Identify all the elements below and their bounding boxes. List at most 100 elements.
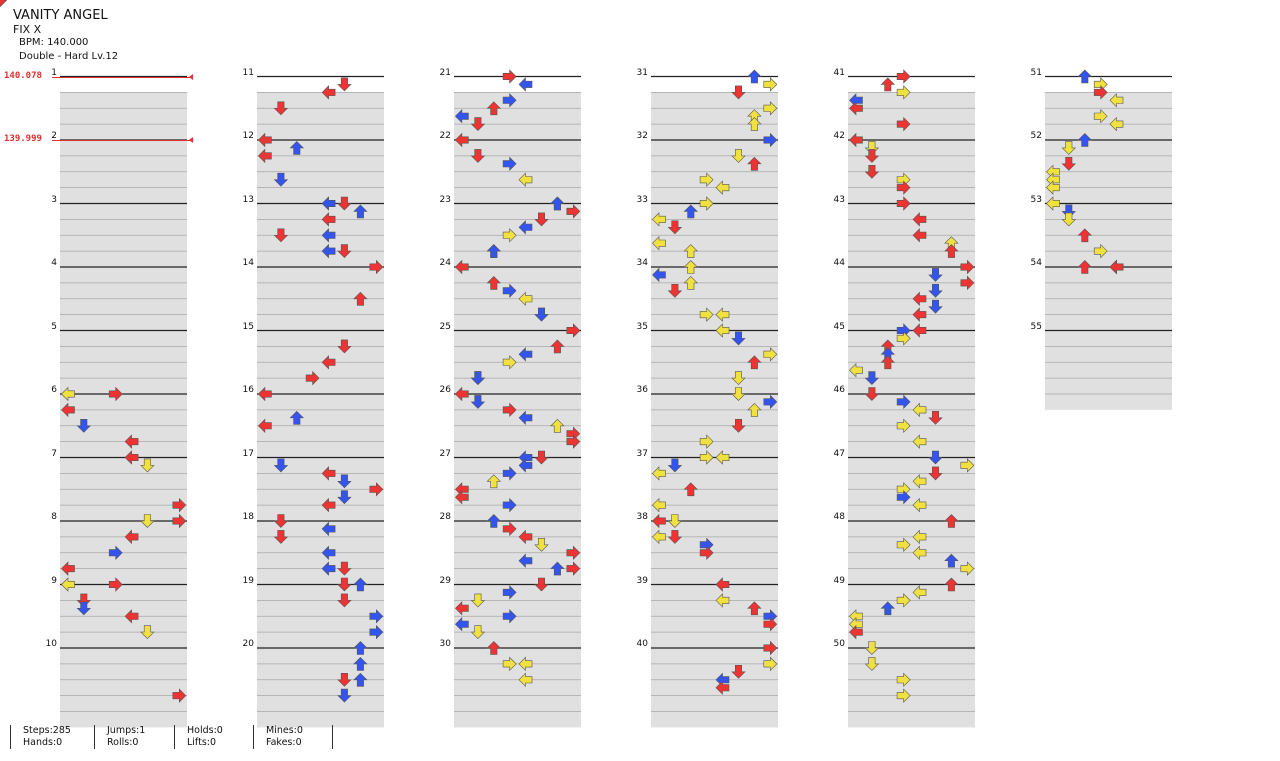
measure-beat-shade [848,409,975,426]
measure-block [60,456,187,537]
measure-beat-shade [257,473,384,490]
measure-beat-shade [651,616,778,633]
arrow-note-up-icon [486,514,502,528]
arrow-note-left-icon [912,323,927,338]
arrow-note-left-icon [715,680,730,695]
arrow-note-left-icon [715,593,730,608]
arrow-note-left-icon [912,307,927,322]
arrow-note-right-icon [369,482,384,497]
arrow-note-left-icon [715,577,730,592]
measure-number: 33 [636,194,648,205]
arrow-note-right-icon [699,545,714,561]
arrow-note-down-icon [864,149,880,163]
measure-beat-shade [454,108,581,125]
arrow-note-up-icon [747,355,762,370]
measure-beat-shade [60,473,187,490]
arrow-note-left-icon [715,307,730,322]
arrow-note-down-icon [667,514,683,528]
measure-beat-shade [60,394,187,410]
arrow-note-up-icon [550,196,565,211]
measure-beat-shade [60,298,187,315]
measure-block [60,520,187,601]
arrow-note-left-icon [454,132,469,148]
measure-number: 14 [242,258,254,268]
measure-beat-shade [257,536,384,553]
measure-beat-shade [454,187,581,204]
arrow-note-left-icon [849,101,863,116]
measure-beat-shade [257,505,384,522]
measure-block [651,456,778,537]
measure-beat-shade [651,505,778,522]
arrow-note-left-icon [912,529,927,545]
arrow-note-left-icon [912,585,927,600]
stats-mines-fakes: Mines:0 Fakes:0 [253,725,303,749]
arrow-note-up-icon [1077,69,1093,84]
measure-beat-shade [257,267,384,283]
measure-block [848,393,975,474]
arrow-note-left-icon [321,521,336,537]
measure-block [454,456,581,537]
arrow-note-right-icon [502,466,517,481]
arrow-note-up-icon [550,339,565,354]
measure-number: 43 [833,194,845,205]
measure-beat-shade [454,425,581,442]
measure-beat-shade [651,378,778,395]
measure-beat-shade [1045,171,1172,188]
measure-beat-shade [651,536,778,553]
measure-number: 13 [242,194,254,205]
arrow-note-down-icon [928,450,943,465]
arrow-note-right-icon [502,609,517,624]
arrow-note-up-icon [1077,228,1093,243]
measure-beat-shade [651,140,778,156]
measure-beat-shade [651,679,778,696]
arrow-note-left-icon [124,450,139,465]
arrow-note-left-icon [61,561,75,576]
arrow-note-down-icon [731,85,746,100]
arrow-note-left-icon [1109,259,1124,275]
measure-beat-shade [651,187,778,204]
arrow-note-left-icon [912,545,927,561]
measure-number: 10 [45,639,57,649]
measure-beat-shade [257,632,384,649]
measure-block [454,139,581,220]
measure-beat-shade [60,108,187,125]
measure-beat-shade [848,171,975,188]
arrow-note-up-icon [683,260,699,274]
stat-mines: Mines:0 [266,725,303,736]
stat-hands: Hands:0 [23,737,63,748]
measure-number: 9 [51,575,57,586]
arrow-note-right-icon [369,624,384,640]
measure-number: 24 [439,258,451,268]
arrow-note-down-icon [273,228,289,243]
measure-number: 41 [833,67,845,78]
measure-beat-shade [257,425,384,442]
measure-beat-shade [848,140,975,156]
arrow-note-up-icon [880,77,896,92]
arrow-note-down-icon [928,299,943,314]
measure-block [257,647,384,728]
arrow-note-right-icon [896,196,911,211]
measure-block [60,139,187,220]
arrow-note-right-icon [566,545,581,561]
measure-beat-shade [651,489,778,506]
arrow-note-left-icon [321,355,336,370]
arrow-note-up-icon [353,291,368,306]
measure-beat-shade [257,140,384,156]
measure-block [257,266,384,347]
measure-beat-shade [257,378,384,395]
measure-beat-shade [454,632,581,649]
arrow-note-left-icon [912,402,927,418]
measure-beat-shade [848,505,975,522]
measure-block [1045,75,1172,156]
measure-beat-shade [257,711,384,728]
arrow-note-left-icon [124,434,139,449]
measure-beat-shade [454,203,581,220]
measure-beat-shade [651,267,778,283]
arrow-note-left-icon [1046,196,1060,211]
measure-beat-shade [848,552,975,569]
arrow-note-right-icon [502,355,517,370]
bpm-change-label: 140.078 [4,70,42,81]
arrow-note-down-icon [731,371,746,386]
measure-beat-shade [1045,314,1172,331]
measure-beat-shade [848,568,975,585]
